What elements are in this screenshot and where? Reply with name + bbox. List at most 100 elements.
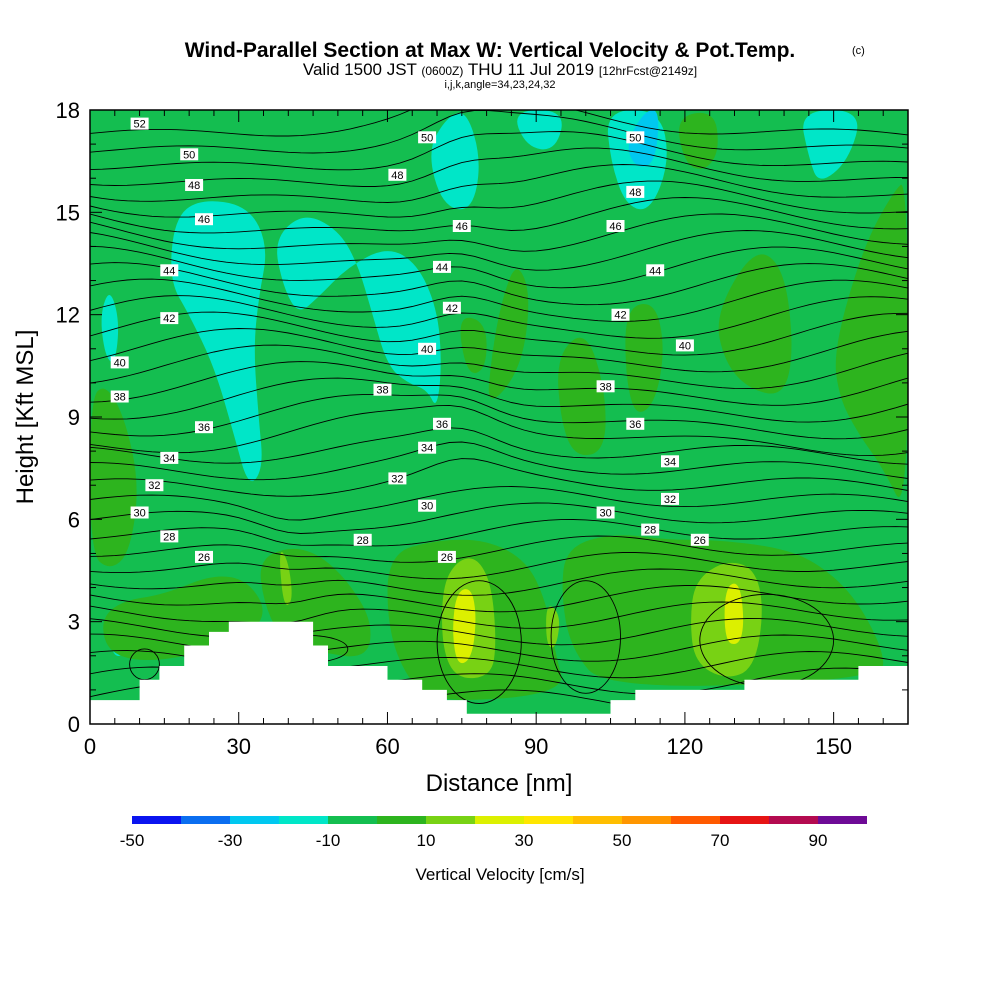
theta-label-bg (690, 533, 709, 546)
theta-label-bg (452, 220, 471, 232)
theta-line-7 (90, 568, 908, 596)
theta-label: 46 (456, 221, 468, 233)
colorbar-swatch-7 (475, 816, 524, 824)
forecast-info: [12hrFcst@2149z] (599, 64, 697, 78)
velocity-region-25 (453, 589, 476, 664)
x-tick-label: 120 (667, 734, 704, 759)
theta-line-11 (90, 502, 908, 534)
theta-label-bg (160, 530, 179, 543)
theta-line-19 (90, 361, 908, 406)
y-tick-label: 0 (68, 712, 80, 737)
colorbar-swatch-5 (377, 816, 426, 824)
theta-line-20 (90, 344, 908, 390)
colorbar-swatch-1 (181, 816, 230, 824)
velocity-region-3 (517, 110, 562, 150)
y-tick-label: 6 (68, 507, 80, 532)
theta-label-bg (596, 506, 615, 519)
colorbar: -50 -30 -10 10 30 50 70 90 (120, 816, 867, 850)
velocity-fill-layer (90, 110, 908, 700)
theta-label-bg (675, 339, 694, 352)
y-tick-label: 15 (56, 200, 80, 225)
theta-label-bg (145, 479, 164, 492)
colorbar-tick-label: -10 (316, 831, 341, 850)
theta-line-21 (90, 328, 908, 373)
theta-label: 42 (614, 310, 626, 322)
theta-label: 34 (421, 443, 433, 455)
x-axis-label: Distance [nm] (426, 770, 573, 797)
theta-label: 38 (114, 392, 126, 404)
y-tick-label: 18 (56, 98, 80, 123)
theta-label: 40 (114, 357, 126, 369)
colorbar-tick-label: 50 (613, 831, 632, 850)
theta-label: 26 (441, 552, 453, 564)
grid-indices: i,j,k,angle=34,23,24,32 (444, 79, 555, 91)
theta-label: 46 (198, 214, 210, 226)
x-tick-label: 150 (815, 734, 852, 759)
theta-line-27 (90, 230, 908, 271)
colorbar-tick-label: 10 (417, 831, 436, 850)
theta-line-24 (90, 278, 908, 322)
velocity-region-6 (803, 110, 858, 179)
theta-label-bg (388, 472, 407, 485)
theta-label: 32 (664, 494, 676, 506)
colorbar-label: Vertical Velocity [cm/s] (415, 865, 584, 884)
colorbar-swatch-13 (769, 816, 818, 824)
theta-line-35 (90, 110, 908, 137)
theta-label-bg (195, 421, 213, 434)
theta-label-bg (160, 451, 179, 464)
theta-label: 50 (629, 132, 641, 144)
colorbar-swatch-6 (426, 816, 475, 824)
colorbar-swatch-14 (818, 816, 867, 824)
theta-label: 40 (679, 340, 691, 352)
theta-line-25 (90, 262, 908, 306)
theta-label: 36 (436, 419, 448, 431)
theta-label-bg (626, 417, 645, 430)
theta-label-bg (418, 342, 437, 355)
theta-label: 30 (599, 508, 611, 520)
y-tick-label: 12 (56, 303, 80, 328)
theta-label: 32 (148, 480, 160, 492)
theta-line-14 (90, 441, 908, 481)
theta-label-bg (130, 117, 149, 130)
valid-utc: (0600Z) (421, 64, 463, 78)
colorbar-swatch-8 (524, 816, 573, 824)
theta-label-bg (661, 492, 679, 505)
x-tick-label: 0 (84, 734, 96, 759)
colorbar-swatch-3 (279, 816, 328, 824)
theta-label: 30 (421, 501, 433, 513)
y-tick-label: 3 (68, 610, 80, 635)
y-axis-label: Height [Kft MSL] (12, 330, 39, 505)
valid-time: Valid 1500 JST (303, 60, 417, 79)
theta-label: 42 (163, 313, 175, 325)
theta-line-28 (90, 213, 908, 252)
theta-label-bg (185, 179, 204, 191)
theta-label-bg (646, 264, 665, 277)
theta-line-17 (90, 394, 908, 440)
colorbar-swatch-10 (622, 816, 671, 824)
theta-line-29 (90, 197, 908, 234)
theta-label: 28 (644, 525, 656, 537)
theta-label: 50 (183, 149, 195, 161)
theta-label: 34 (664, 456, 676, 468)
theta-label-bg (110, 356, 129, 369)
velocity-region-14 (835, 184, 908, 498)
colorbar-swatch-11 (671, 816, 720, 824)
colorbar-tick-label: -50 (120, 831, 145, 850)
theta-line-30 (90, 180, 908, 218)
velocity-region-19 (678, 112, 718, 169)
chart-title: Wind-Parallel Section at Max W: Vertical… (185, 39, 796, 62)
theta-label: 48 (391, 170, 403, 182)
valid-date: THU 11 Jul 2019 (468, 60, 594, 79)
theta-label: 46 (609, 221, 621, 233)
theta-label: 38 (376, 385, 388, 397)
colorbar-swatch-9 (573, 816, 622, 824)
colorbar-tick-label: -30 (218, 831, 243, 850)
theta-label-bg (180, 148, 199, 161)
theta-line-31 (90, 164, 908, 203)
theta-label: 44 (649, 265, 661, 277)
near-ground-contour-4 (129, 648, 160, 681)
velocity-region-26 (724, 583, 744, 645)
theta-label: 42 (446, 303, 458, 315)
